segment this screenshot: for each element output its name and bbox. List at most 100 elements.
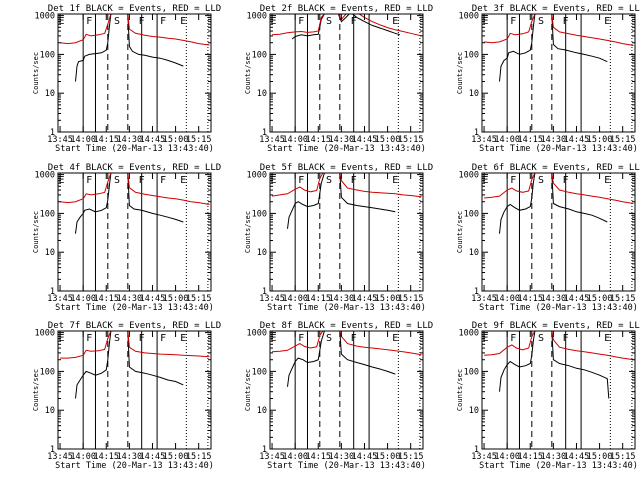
y-tick-label: 10	[257, 89, 267, 99]
y-axis-label: Counts/sec	[244, 211, 252, 253]
y-tick-label: 100	[40, 209, 55, 219]
segment-label: E	[392, 333, 398, 344]
y-axis-label: Counts/sec	[244, 369, 252, 411]
series-line-events	[287, 331, 396, 387]
plot-frame	[57, 172, 212, 292]
segment-label: E	[604, 333, 610, 344]
x-tick-label: 15:00	[163, 135, 189, 145]
chart-panel: Det 9f BLACK = Events, RED = LLD E F S F E 1 10…	[456, 321, 640, 471]
x-tick-label: 15:15	[186, 294, 212, 304]
y-tick-label: 1	[262, 445, 267, 455]
plot-frame	[269, 172, 424, 292]
chart-title: Det 1f BLACK = Events, RED = LLD	[48, 4, 221, 14]
x-tick-label: 14:15	[517, 452, 543, 462]
x-tick-label: 13:45	[471, 294, 497, 304]
x-axis-label: Start Time (20-Mar-13 13:43:40)	[55, 303, 214, 313]
series-line-events	[75, 331, 184, 399]
x-tick-label: 14:30	[541, 452, 567, 462]
chart-title: Det 5f BLACK = Events, RED = LLD	[260, 163, 433, 173]
segment-label: F	[298, 333, 304, 344]
segment-label: F	[510, 16, 516, 27]
y-tick-label: 1000	[247, 171, 267, 181]
y-tick-label: 1	[474, 445, 479, 455]
x-tick-label: 14:15	[93, 452, 119, 462]
segment-label: S	[326, 16, 332, 27]
x-tick-label: 15:15	[610, 452, 636, 462]
y-tick-label: 10	[469, 248, 479, 258]
x-tick-label: 14:45	[140, 135, 166, 145]
x-tick-label: 13:45	[471, 135, 497, 145]
y-tick-label: 1000	[247, 329, 267, 339]
series-line-events	[75, 173, 184, 234]
segment-label: F	[86, 16, 92, 27]
plot-frame	[481, 172, 636, 292]
segment-label: F	[160, 333, 166, 344]
segment-label: F	[139, 16, 145, 27]
y-tick-label: 10	[45, 89, 55, 99]
segment-label: E	[59, 16, 65, 27]
segment-label: F	[351, 333, 357, 344]
chart-panel: Det 8f BLACK = Events, RED = LLD E F S F E 1 10…	[244, 321, 433, 471]
x-tick-label: 13:45	[259, 294, 285, 304]
segment-label: S	[538, 333, 544, 344]
plot-frame	[269, 330, 424, 450]
series-line-lld	[60, 14, 210, 46]
plot-frame	[481, 13, 636, 133]
x-tick-label: 13:45	[471, 452, 497, 462]
y-tick-label: 100	[464, 367, 479, 377]
chart-title: Det 9f BLACK = Events, RED = LLD	[472, 321, 640, 331]
x-tick-label: 15:15	[186, 452, 212, 462]
x-tick-label: 13:45	[259, 135, 285, 145]
x-axis-label: Start Time (20-Mar-13 13:43:40)	[55, 144, 214, 154]
series-line-lld	[272, 331, 422, 356]
segment-label: F	[563, 16, 569, 27]
x-tick-label: 14:15	[517, 294, 543, 304]
y-tick-label: 1000	[459, 171, 479, 181]
x-tick-label: 14:45	[564, 135, 590, 145]
series-line-events	[499, 14, 608, 82]
series-line-lld	[484, 173, 634, 204]
segment-label: E	[392, 16, 398, 27]
segment-label: S	[114, 175, 120, 186]
segment-label: E	[483, 333, 489, 344]
segment-label: F	[298, 175, 304, 186]
chart-title: Det 2f BLACK = Events, RED = LLD	[260, 4, 433, 14]
x-tick-label: 13:45	[47, 294, 73, 304]
x-tick-label: 15:15	[186, 135, 212, 145]
segment-label: F	[160, 16, 166, 27]
x-tick-label: 14:15	[517, 135, 543, 145]
x-axis-label: Start Time (20-Mar-13 13:43:40)	[479, 144, 638, 154]
x-tick-label: 14:45	[352, 452, 378, 462]
x-tick-label: 14:45	[564, 452, 590, 462]
y-tick-label: 100	[40, 367, 55, 377]
chart-panel: Det 3f BLACK = Events, RED = LLD E F S F E 1 10…	[456, 4, 640, 154]
segment-label: F	[139, 175, 145, 186]
y-tick-label: 100	[464, 209, 479, 219]
x-tick-label: 14:00	[282, 294, 308, 304]
x-tick-label: 14:15	[305, 452, 331, 462]
plot-frame	[481, 330, 636, 450]
segment-label: E	[180, 16, 186, 27]
y-tick-label: 100	[252, 50, 267, 60]
segment-label: F	[510, 175, 516, 186]
x-tick-label: 14:30	[329, 135, 355, 145]
x-axis-label: Start Time (20-Mar-13 13:43:40)	[267, 144, 426, 154]
segment-label: F	[563, 175, 569, 186]
x-tick-label: 14:45	[140, 452, 166, 462]
segment-label: E	[271, 333, 277, 344]
x-tick-label: 14:15	[93, 294, 119, 304]
x-tick-label: 14:00	[70, 294, 96, 304]
y-axis-label: Counts/sec	[244, 52, 252, 94]
segment-label: F	[86, 175, 92, 186]
x-tick-label: 14:00	[282, 135, 308, 145]
segment-label: E	[271, 16, 277, 27]
x-tick-label: 15:00	[163, 452, 189, 462]
x-tick-label: 15:00	[375, 294, 401, 304]
x-tick-label: 13:45	[47, 135, 73, 145]
x-axis-label: Start Time (20-Mar-13 13:43:40)	[55, 461, 214, 471]
y-tick-label: 1	[262, 287, 267, 297]
y-tick-label: 1000	[459, 12, 479, 22]
y-tick-label: 100	[252, 209, 267, 219]
x-axis-label: Start Time (20-Mar-13 13:43:40)	[267, 303, 426, 313]
x-tick-label: 14:45	[352, 294, 378, 304]
